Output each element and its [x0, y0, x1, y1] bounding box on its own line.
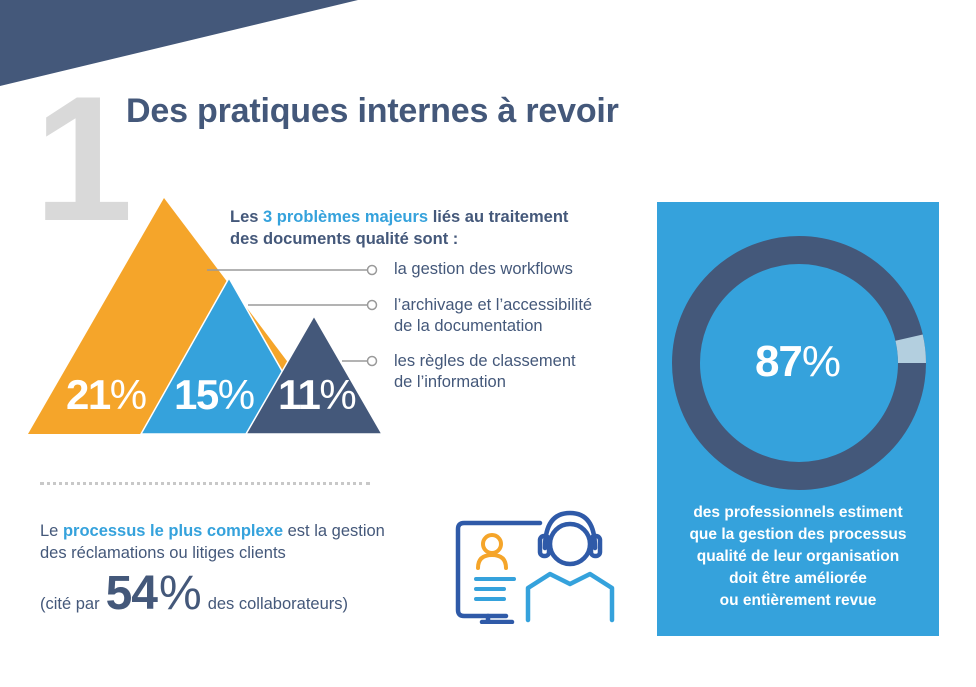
- problem-item-workflows: la gestion des workflows: [394, 260, 573, 278]
- problem-item-archivage: l’archivage et l’accessibilité de la doc…: [394, 296, 593, 335]
- customer-support-icon: [455, 510, 615, 624]
- problem-item-classement: les règles de classement de l’informatio…: [394, 352, 576, 391]
- percent-archivage: 15%: [174, 371, 256, 418]
- donut-remainder-segment: [895, 334, 926, 364]
- connector-dot: [366, 299, 378, 311]
- percent-workflows: 21%: [66, 371, 148, 418]
- complex-process-stat: (cité par 54% des collaborateurs): [40, 567, 349, 620]
- dotted-divider: [40, 482, 370, 485]
- problems-triangle-chart: [20, 198, 400, 439]
- donut-percent: 87%: [754, 337, 842, 386]
- percent-classement: 11%: [278, 371, 357, 418]
- percent-complex: 54: [105, 567, 158, 620]
- connector-dot: [366, 264, 378, 276]
- donut-caption: des professionnels estiment que la gesti…: [689, 504, 907, 609]
- complex-process-text: Le processus le plus complexe est la ges…: [40, 522, 385, 562]
- donut-chart: [672, 236, 926, 490]
- triangle-classement: [244, 314, 384, 435]
- header-banner-shape: [0, 0, 358, 86]
- section-number: 1: [34, 59, 133, 258]
- connector-dot: [366, 355, 378, 367]
- problems-heading: Les 3 problèmes majeurs liés au traiteme…: [230, 208, 569, 248]
- page-title: Des pratiques internes à revoir: [126, 92, 619, 130]
- stat-panel: 87% des professionnels estiment que la g…: [657, 202, 939, 636]
